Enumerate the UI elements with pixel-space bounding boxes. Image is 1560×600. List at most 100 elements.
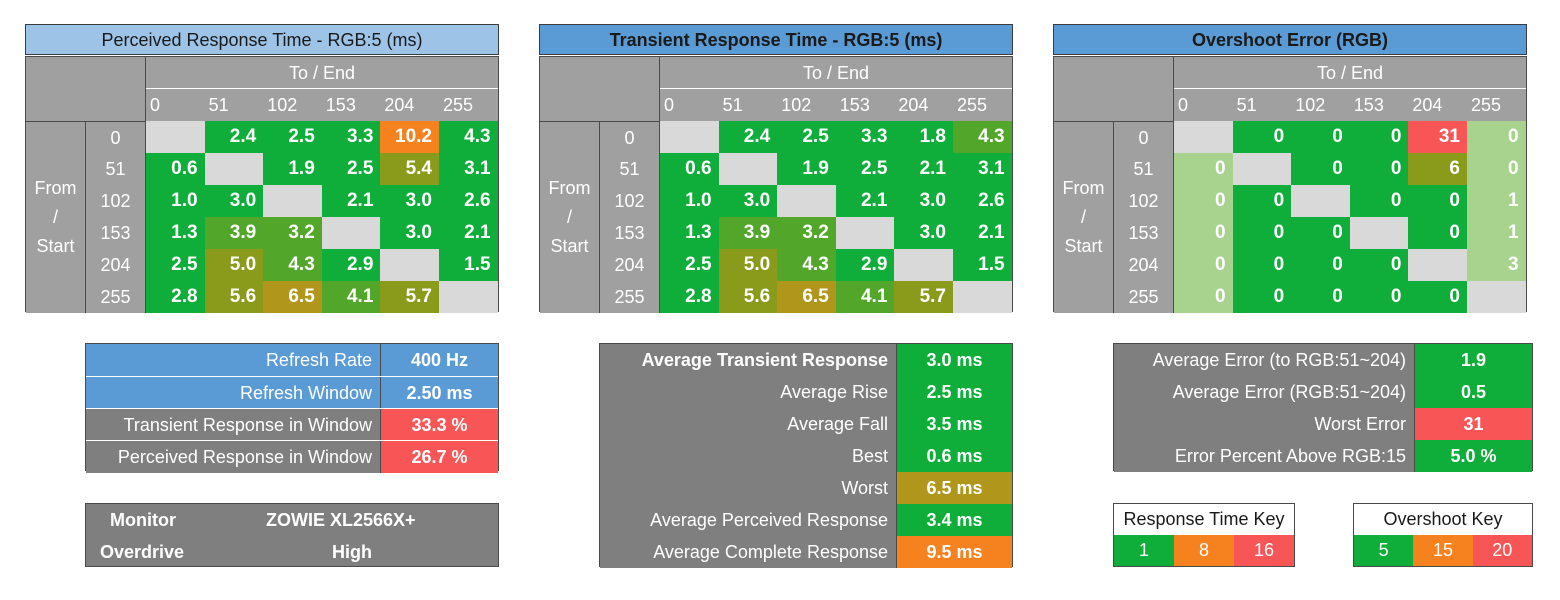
key-swatch: 5: [1354, 535, 1414, 566]
row-tick-label: 153: [86, 217, 146, 249]
transient-stat-row: Average Fall 3.5 ms: [600, 408, 1012, 440]
transient-stat-row: Average Complete Response 9.5 ms: [600, 536, 1012, 568]
row-tick-label: 51: [86, 153, 146, 185]
heatmap-cell: 1.5: [953, 249, 1012, 281]
from-start-label: From / Start: [26, 121, 86, 313]
from-start-word: /: [52, 207, 58, 227]
transient-stat-label: Worst: [600, 472, 896, 504]
heatmap-cell: 3.9: [204, 217, 264, 249]
row-tick-label: 255: [1114, 281, 1174, 313]
error-stat-row: Average Error (RGB:51~204) 0.5: [1114, 376, 1532, 408]
error-stat-value: 31: [1414, 408, 1532, 440]
heatmap-cell-diagonal: [321, 217, 381, 249]
row-tick-label: 204: [600, 249, 660, 281]
heatmap-cell-diagonal: [1408, 249, 1467, 281]
to-end-label: To / End: [146, 57, 498, 89]
heatmap-cell: 5.0: [204, 249, 264, 281]
heatmap-cell: 6.5: [263, 281, 322, 313]
error-stat-label: Worst Error: [1114, 408, 1414, 440]
heatmap-cell: 0: [1349, 249, 1409, 281]
transient-stat-label: Average Transient Response: [600, 344, 896, 376]
monitor-value: ZOWIE XL2566X+: [266, 510, 416, 530]
monitor-row: Monitor ZOWIE XL2566X+: [86, 504, 498, 536]
heatmap-cell-diagonal: [660, 121, 719, 153]
heatmap-cell: 2.5: [660, 249, 719, 281]
heatmap-cell: 3.3: [835, 121, 895, 153]
row-tick-label: 255: [86, 281, 146, 313]
heatmap-cell: 0: [1467, 121, 1526, 153]
error-stat-label: Average Error (to RGB:51~204): [1114, 344, 1414, 376]
heatmap-cell: 0: [1174, 281, 1233, 313]
row-tick-label: 0: [1114, 121, 1174, 153]
transient-stat-label: Average Rise: [600, 376, 896, 408]
heatmap-cell: 5.6: [204, 281, 264, 313]
heatmap-cell-diagonal: [1291, 185, 1350, 217]
refresh-row: Refresh Rate 400 Hz: [86, 344, 498, 376]
heatmap-cell: 6.5: [777, 281, 836, 313]
corner-block: [1054, 57, 1174, 121]
key-swatch: 15: [1413, 535, 1473, 566]
refresh-row-value: 33.3 %: [380, 409, 498, 441]
refresh-table: Refresh Rate 400 Hz Refresh Window 2.50 ms T…: [85, 343, 499, 473]
heatmap-cell: 3.0: [380, 217, 439, 249]
transient-stat-value: 3.5 ms: [896, 408, 1012, 440]
heatmap-cell: 1.9: [263, 153, 322, 185]
heatmap-cell-diagonal: [439, 281, 498, 313]
transient-stat-label: Average Fall: [600, 408, 896, 440]
from-start-word: Start: [1064, 236, 1103, 256]
heatmap-cell: 5.7: [894, 281, 953, 313]
perceived-heatmap-panel: Perceived Response Time - RGB:5 (ms) To …: [25, 24, 499, 314]
refresh-row-label: Refresh Rate: [86, 344, 380, 376]
column-tick-label: 204: [1412, 95, 1443, 115]
from-start-word: /: [566, 207, 572, 227]
overshoot-title: Overshoot Error (RGB): [1053, 24, 1527, 55]
corner-block: [26, 57, 146, 121]
monitor-label: Monitor: [110, 510, 176, 530]
column-tick-label: 51: [208, 95, 229, 115]
overdrive-row: Overdrive High: [86, 536, 498, 568]
transient-stat-value: 3.4 ms: [896, 504, 1012, 536]
heatmap-cell: 0: [1408, 281, 1467, 313]
heatmap-cell: 0: [1232, 217, 1292, 249]
row-tick-label: 0: [600, 121, 660, 153]
refresh-row-label: Perceived Response in Window: [86, 441, 380, 473]
heatmap-cell: 0: [1232, 249, 1292, 281]
error-stat-row: Worst Error 31: [1114, 408, 1532, 440]
heatmap-cell: 2.8: [146, 281, 205, 313]
heatmap-cell: 3.0: [380, 185, 439, 217]
key-swatch: 1: [1114, 535, 1174, 566]
heatmap-cell: 2.9: [835, 249, 895, 281]
heatmap-cell: 3.1: [439, 153, 498, 185]
heatmap-cell: 31: [1408, 121, 1467, 153]
error-stat-value: 1.9: [1414, 344, 1532, 376]
from-start-word: /: [1080, 207, 1086, 227]
heatmap-cell: 0.6: [660, 153, 719, 185]
error-stat-label: Error Percent Above RGB:15: [1114, 440, 1414, 472]
refresh-row-value: 2.50 ms: [380, 377, 498, 409]
heatmap-cell: 4.1: [835, 281, 895, 313]
from-start-word: From: [548, 178, 591, 198]
heatmap-cell: 2.1: [953, 217, 1012, 249]
refresh-row-label: Refresh Window: [86, 377, 380, 409]
transient-stat-row: Worst 6.5 ms: [600, 472, 1012, 504]
heatmap-cell: 0: [1291, 153, 1350, 185]
heatmap-cell: 2.6: [953, 185, 1012, 217]
to-end-label: To / End: [660, 57, 1012, 89]
heatmap-cell-diagonal: [1174, 121, 1233, 153]
heatmap-cell: 2.4: [204, 121, 264, 153]
heatmap-cell: 0.6: [146, 153, 205, 185]
heatmap-cell: 1.0: [660, 185, 719, 217]
key-swatch: 20: [1472, 535, 1532, 566]
overshoot-key-title: Overshoot Key: [1383, 509, 1503, 529]
transient-stat-row: Best 0.6 ms: [600, 440, 1012, 472]
heatmap-cell: 2.5: [146, 249, 205, 281]
heatmap-cell-diagonal: [1349, 217, 1409, 249]
heatmap-cell: 1.8: [894, 121, 953, 153]
from-start-label: From / Start: [1054, 121, 1114, 313]
heatmap-cell: 0: [1349, 281, 1409, 313]
heatmap-cell: 0: [1291, 121, 1350, 153]
column-tick-label: 255: [443, 95, 474, 115]
heatmap-cell: 10.2: [380, 121, 439, 153]
from-start-word: Start: [550, 236, 589, 256]
heatmap-cell: 0: [1291, 249, 1350, 281]
